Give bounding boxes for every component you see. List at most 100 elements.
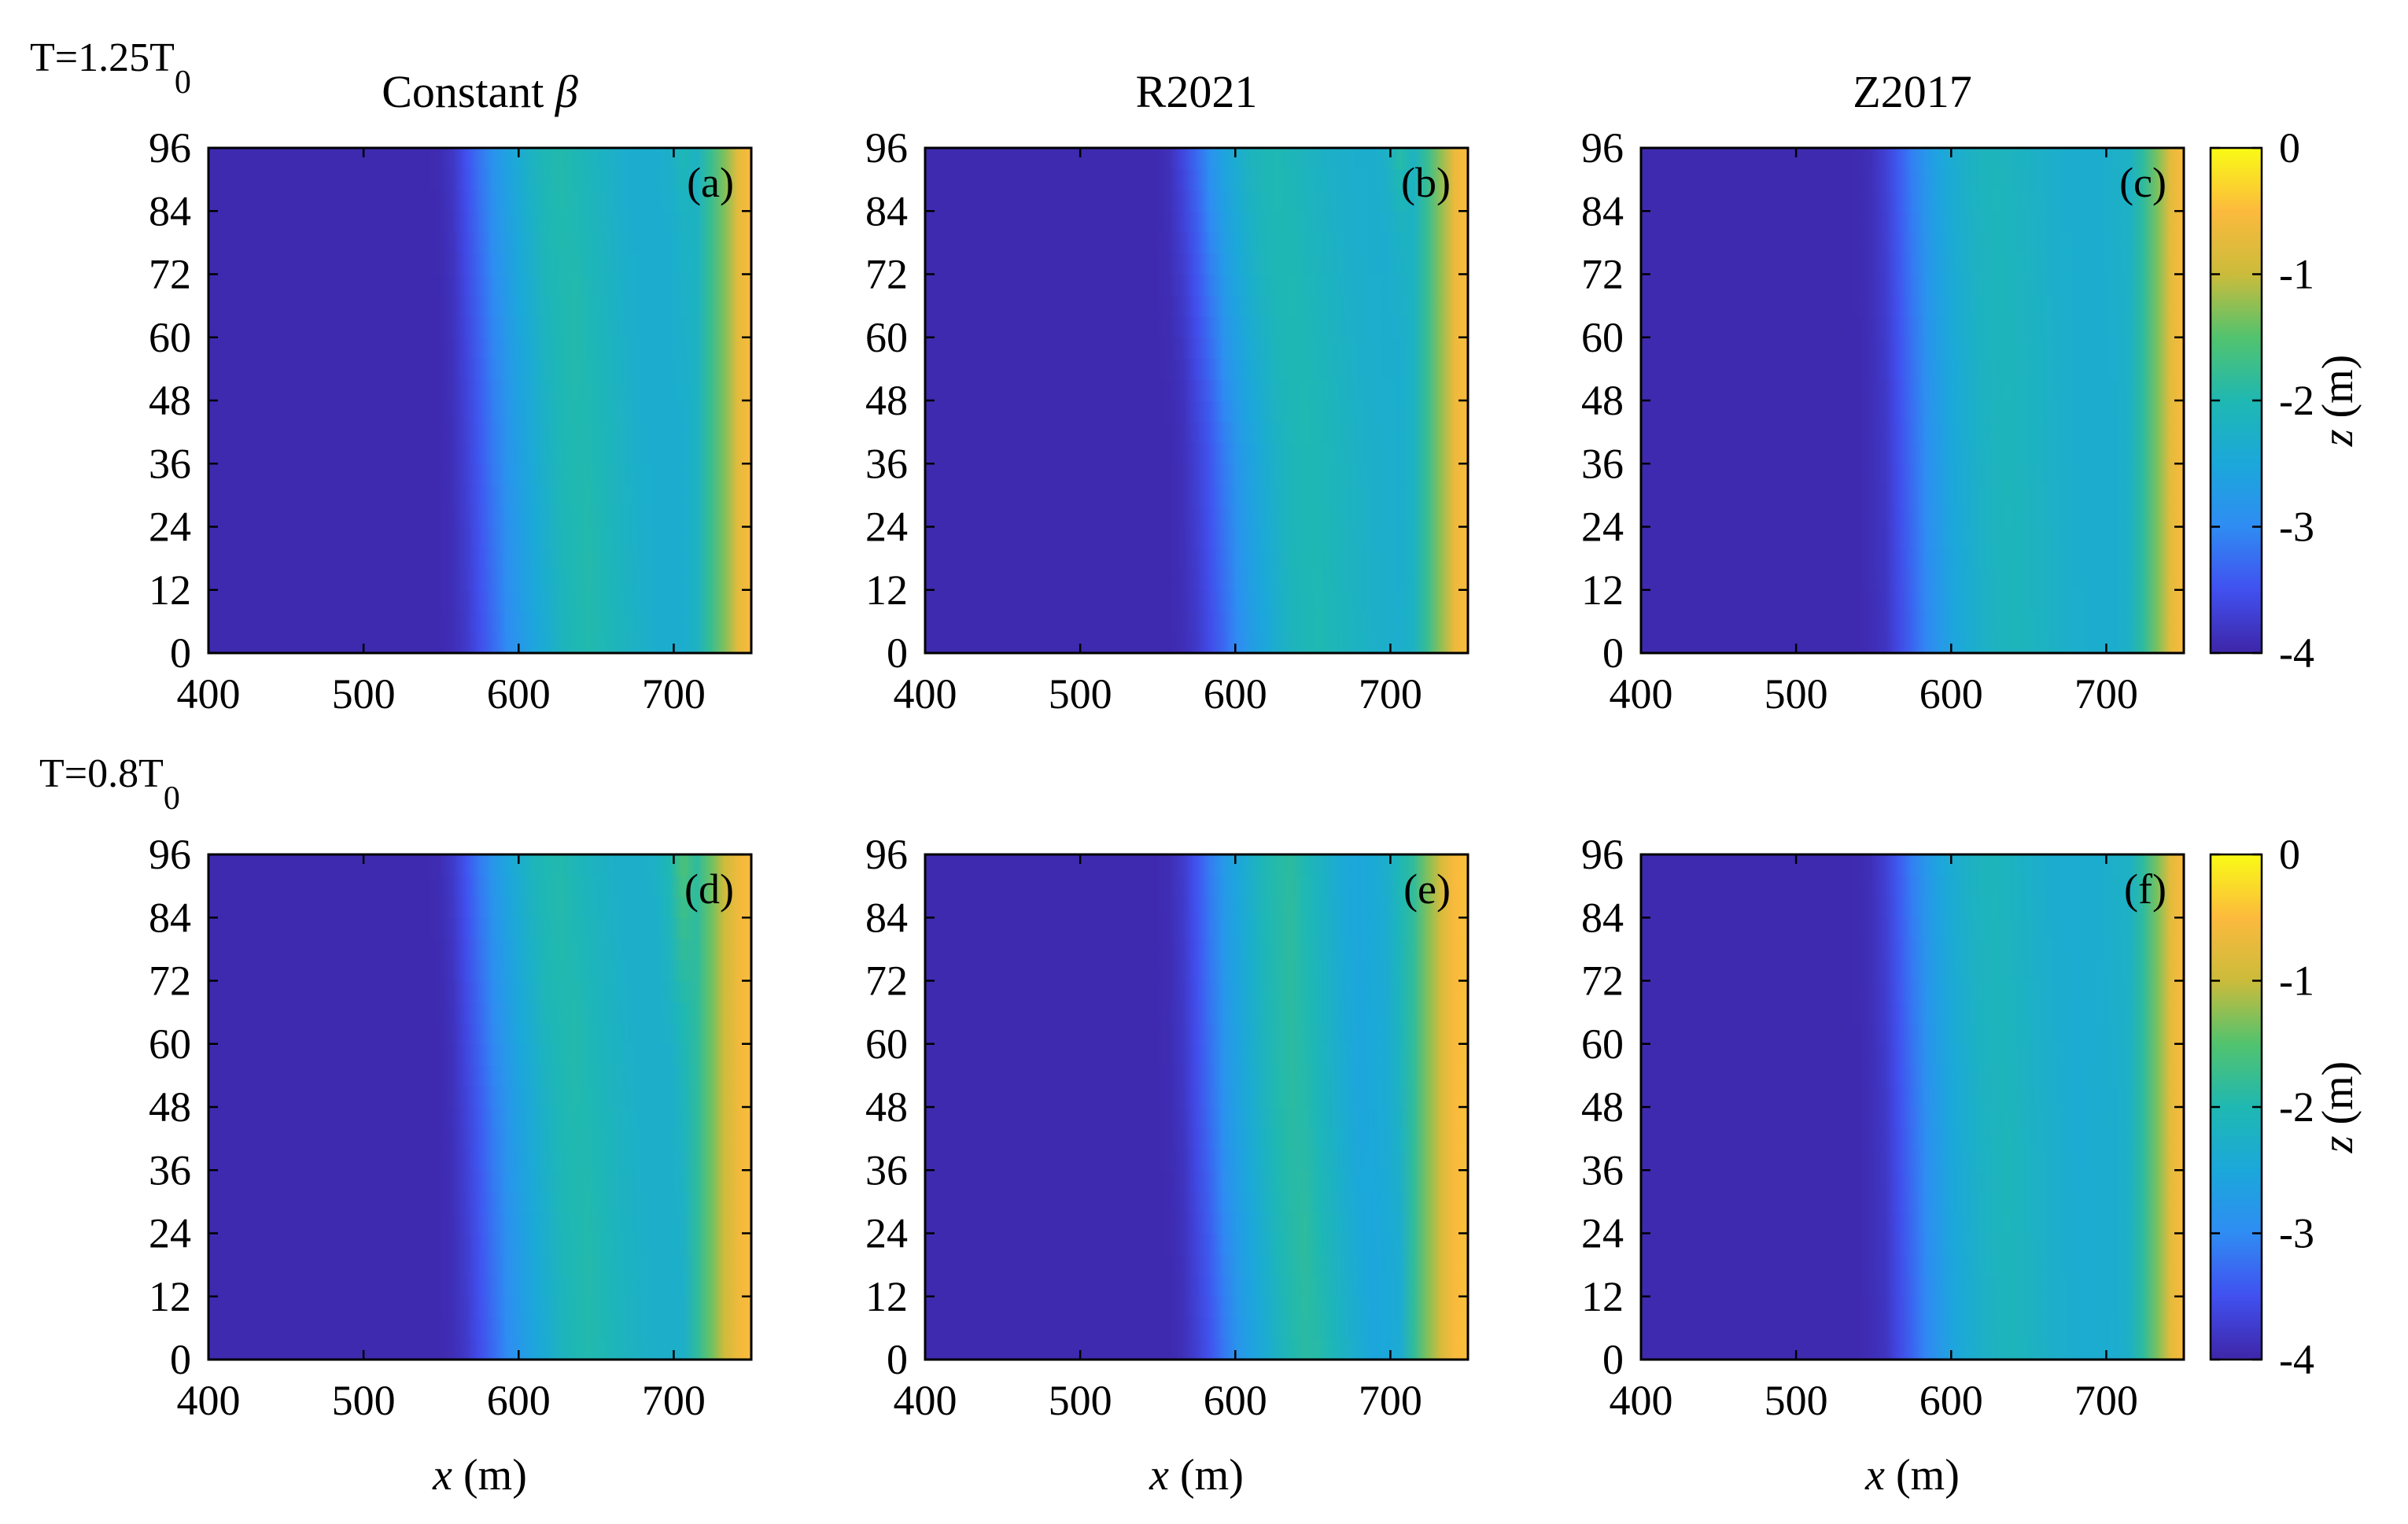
heatmap-strip (925, 442, 1468, 464)
heatmap-strip (925, 1022, 1468, 1045)
heatmap-strip (925, 1149, 1468, 1171)
x-tick-label: 700 (2074, 1377, 2138, 1424)
heatmap-field (925, 854, 1468, 1360)
x-tick-label: 600 (1919, 1377, 1983, 1424)
colorbar-label: z (m) (2314, 355, 2362, 448)
heatmap-strip (925, 1106, 1468, 1129)
x-tick-label: 700 (642, 1377, 706, 1424)
y-tick-label: 84 (149, 187, 191, 234)
heatmap-strip (1641, 631, 2184, 653)
y-tick-label: 36 (1581, 440, 1624, 487)
heatmap-strip (925, 316, 1468, 338)
heatmap-strip (925, 1065, 1468, 1087)
heatmap-strip (925, 484, 1468, 507)
heatmap-strip (925, 611, 1468, 633)
panel-label: (c) (2119, 159, 2166, 206)
x-tick-label: 400 (177, 1377, 241, 1424)
heatmap-strip (1641, 358, 2184, 380)
heatmap-strip (1641, 148, 2184, 170)
heatmap-strip (208, 400, 751, 423)
heatmap-strip (1641, 1296, 2184, 1318)
colorbar-tick-label: -4 (2279, 1336, 2314, 1383)
heatmap-strip (925, 854, 1468, 876)
heatmap-strip (925, 378, 1468, 401)
heatmap-strip (925, 589, 1468, 611)
heatmap-strip (925, 253, 1468, 275)
y-tick-label: 72 (865, 958, 908, 1005)
y-tick-label: 12 (865, 1273, 908, 1320)
heatmap-strip (208, 611, 751, 633)
heatmap-strip (925, 568, 1468, 591)
heatmap-strip (1641, 1065, 2184, 1087)
y-tick-label: 60 (149, 314, 191, 361)
heatmap-strip (925, 505, 1468, 527)
y-tick-label: 84 (1581, 894, 1624, 941)
heatmap-strip (1641, 1169, 2184, 1192)
y-tick-label: 0 (1602, 1336, 1624, 1383)
colorbar-tick-label: -2 (2279, 377, 2314, 424)
x-tick-label: 400 (894, 1377, 957, 1424)
y-tick-label: 96 (1581, 831, 1624, 878)
heatmap-strip (925, 917, 1468, 939)
heatmap-strip (208, 1106, 751, 1129)
panel-label: (f) (2124, 865, 2166, 913)
heatmap-strip (208, 421, 751, 443)
x-tick-label: 700 (642, 670, 706, 718)
panel-e: 400 500 600 700 0 12 24 36 48 60 72 84 96 (e) x (m) (865, 831, 1470, 1500)
heatmap-strip (1641, 526, 2184, 548)
heatmap-strip (208, 526, 751, 548)
heatmap-strip (1641, 294, 2184, 317)
heatmap-strip (208, 484, 751, 507)
heatmap-strip (925, 1212, 1468, 1234)
heatmap-strip (208, 1253, 751, 1276)
heatmap-strip (208, 547, 751, 570)
colorbar-tick-label: 0 (2279, 124, 2300, 172)
x-tick-label: 700 (1359, 1377, 1422, 1424)
heatmap-strip (1641, 959, 2184, 981)
y-tick-label: 84 (865, 894, 908, 941)
heatmap-strip (925, 358, 1468, 380)
y-tick-label: 72 (865, 251, 908, 298)
heatmap-strip (208, 1149, 751, 1171)
heatmap-strip (925, 210, 1468, 233)
heatmap-strip (1641, 854, 2184, 876)
y-tick-label: 48 (149, 377, 191, 424)
colorbar-tick-label: -1 (2279, 251, 2314, 298)
y-tick-label: 36 (865, 1146, 908, 1194)
heatmap-strip (1641, 1085, 2184, 1108)
heatmap-strip (925, 1190, 1468, 1213)
x-tick-label: 600 (487, 670, 551, 718)
y-tick-label: 96 (865, 831, 908, 878)
y-tick-label: 0 (887, 1336, 908, 1383)
heatmap-strip (208, 959, 751, 981)
x-tick-label: 500 (332, 670, 396, 718)
panel-a: 400 500 600 700 0 12 24 36 48 60 72 84 96 (a) (149, 124, 753, 718)
y-tick-label: 72 (1581, 958, 1624, 1005)
heatmap-strip (208, 463, 751, 485)
heatmap-strip (1641, 1190, 2184, 1213)
heatmap-strip (1641, 484, 2184, 507)
panel-c: 400 500 600 700 0 12 24 36 48 60 72 84 96 (c) (1581, 124, 2185, 718)
panel-label: (e) (1403, 865, 1451, 913)
y-tick-label: 48 (1581, 377, 1624, 424)
y-tick-label: 72 (149, 251, 191, 298)
heatmap-strip (1641, 875, 2184, 897)
y-tick-label: 48 (865, 1083, 908, 1131)
heatmap-strip (208, 190, 751, 212)
heatmap-strip (925, 1233, 1468, 1255)
x-tick-label: 400 (1610, 1377, 1673, 1424)
heatmap-strip (1641, 980, 2184, 1002)
heatmap-strip (208, 896, 751, 918)
heatmap-strip (925, 337, 1468, 359)
heatmap-strip (208, 274, 751, 296)
x-tick-label: 400 (1610, 670, 1673, 718)
heatmap-strip (208, 1022, 751, 1045)
heatmap-strip (208, 1001, 751, 1024)
heatmap-strip (925, 1338, 1468, 1360)
heatmap-strip (925, 896, 1468, 918)
heatmap-strip (208, 294, 751, 317)
x-tick-label: 600 (1204, 1377, 1267, 1424)
heatmap-strip (1641, 1253, 2184, 1276)
heatmap-strip (208, 253, 751, 275)
